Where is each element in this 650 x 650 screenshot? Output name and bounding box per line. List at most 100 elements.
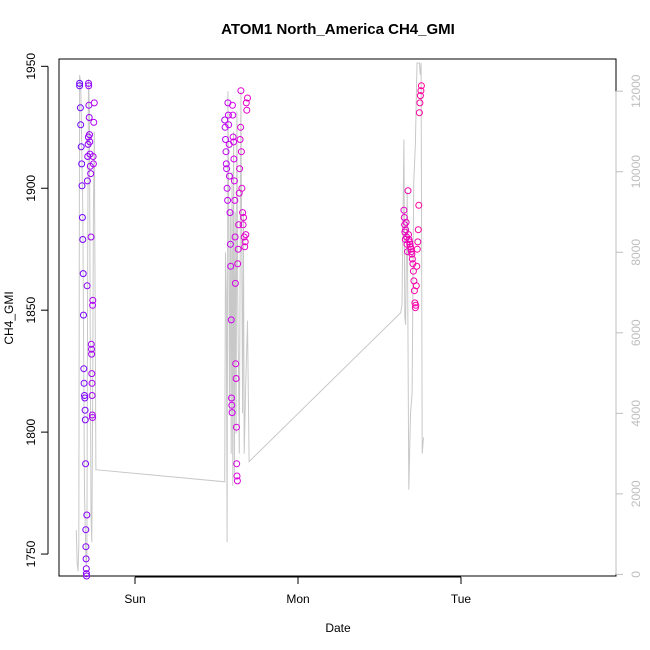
data-point [224,111,232,119]
x-tick-label: Sun [124,592,145,606]
data-point [222,148,230,156]
data-point [82,555,90,563]
data-point [244,94,251,102]
data-point [83,572,91,580]
data-point [414,226,422,234]
data-point [90,118,98,126]
data-point [406,240,414,248]
data-point [231,196,239,204]
data-point [88,379,96,387]
data-point [78,214,86,221]
data-point [86,131,93,139]
data-point [230,138,238,146]
y-axis: 1750 1800 1850 1900 1950 [24,53,49,567]
data-point [83,511,91,519]
data-point [226,240,234,248]
x-axis-label: Date [325,621,351,635]
data-point [82,543,90,551]
data-point [237,87,245,95]
y-tick-label: 1800 [24,418,38,445]
data-point [231,279,239,287]
data-point [228,409,236,417]
data-point [408,250,416,258]
data-point [226,209,234,217]
data-point [90,99,98,107]
data-point [88,392,96,399]
data-point [400,214,408,221]
data-point [236,165,244,173]
data-point [235,221,243,229]
data-point [237,123,245,131]
data-point [87,233,95,241]
data-point [238,184,246,192]
data-point [242,99,250,107]
data-point [231,233,239,241]
data-point [239,221,247,229]
data-point [82,570,90,578]
y-tick-label: 1950 [24,53,38,80]
data-point [85,114,93,121]
data-point [412,282,420,290]
data-point [223,165,231,173]
data-point [79,270,87,278]
data-point [234,245,242,253]
data-point [89,160,97,168]
data-point [417,82,425,90]
y2-tick-label: 2000 [629,480,643,507]
data-point [402,218,410,226]
data-point [241,243,249,251]
data-point [227,316,235,324]
data-point [221,116,229,124]
data-point [413,262,421,270]
data-point [88,370,96,378]
chart-title: ATOM1 North_America CH4_GMI [221,21,455,38]
data-point [89,414,96,421]
data-point [89,301,97,309]
plot-frame [58,58,617,577]
data-point [408,255,416,263]
y-axis-label: CH4_GMI [2,291,16,344]
data-point [224,196,232,204]
x-tick-label: Mon [286,592,309,606]
data-point [87,340,95,348]
data-point [233,460,241,468]
data-point [234,260,242,268]
data-point [79,236,87,243]
data-point [227,262,235,270]
data-point [239,209,247,217]
data-point [80,365,88,373]
data-point [409,267,417,275]
data-point [233,472,241,480]
data-point [81,406,89,414]
data-point [86,138,94,146]
secondary-y-axis: 0 2000 4000 6000 8000 10000 12000 [615,74,643,578]
data-point [240,214,248,221]
data-point [82,460,90,468]
data-point [81,416,89,424]
data-point [411,304,419,312]
x-axis: Sun Mon Tue [124,576,471,606]
data-point [229,111,237,119]
data-point [77,143,85,151]
data-point [230,177,238,185]
data-point [236,136,244,143]
data-point [76,104,84,112]
data-point [82,526,90,534]
data-point [417,87,425,95]
data-point [229,101,236,109]
y-tick-label: 1850 [24,297,38,324]
data-point [412,301,420,309]
y2-tick-label: 0 [629,571,643,578]
y2-tick-label: 10000 [629,155,643,189]
data-point [415,201,423,209]
data-point [82,565,90,573]
data-point [232,375,240,382]
y2-tick-label: 8000 [629,239,643,266]
y2-tick-label: 12000 [629,74,643,108]
data-point [226,172,233,180]
data-point [223,184,231,192]
y-tick-label: 1750 [24,540,38,567]
data-point [232,360,240,368]
data-point [78,182,86,190]
data-point [222,160,230,168]
